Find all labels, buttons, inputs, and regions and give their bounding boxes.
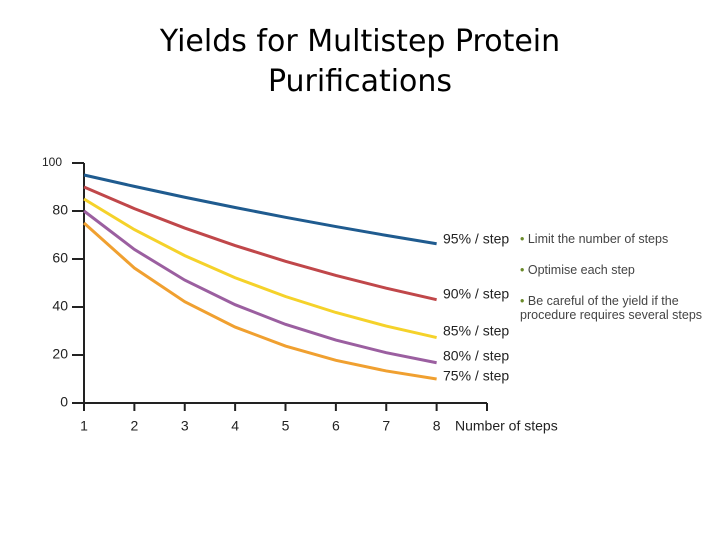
- bullet-list: Limit the number of steps Optimise each s…: [520, 232, 710, 339]
- bullet: Be careful of the yield if the procedure…: [520, 294, 710, 322]
- x-tick-label: 3: [181, 418, 189, 434]
- x-tick-label: 1: [80, 418, 88, 434]
- series-label: 80% / step: [443, 348, 509, 364]
- x-tick-label: 5: [282, 418, 290, 434]
- slide-title: Yields for Multistep Protein Purificatio…: [159, 24, 561, 99]
- x-axis-label: Number of steps: [455, 418, 558, 434]
- series-line: [83, 197, 437, 340]
- x-tick-label: 8: [433, 418, 441, 434]
- y-tick-label: 0: [60, 394, 68, 410]
- series-label: 85% / step: [443, 323, 509, 339]
- x-tick-label: 7: [382, 418, 390, 434]
- series-line: [83, 185, 437, 302]
- y-tick-label: 60: [52, 250, 68, 266]
- series-label: 90% / step: [443, 286, 509, 302]
- y-tick-label: 40: [52, 298, 68, 314]
- series-line: [83, 209, 437, 365]
- y-tick-label: 20: [52, 346, 68, 362]
- x-tick-label: 6: [332, 418, 340, 434]
- y-tick-label: 100: [42, 155, 62, 169]
- series-label: 75% / step: [443, 368, 509, 384]
- bullet: Limit the number of steps: [520, 232, 710, 246]
- x-tick-label: 4: [231, 418, 239, 434]
- series-line: [83, 173, 437, 246]
- x-tick-label: 2: [130, 418, 138, 434]
- bullet: Optimise each step: [520, 263, 710, 277]
- series-line: [83, 221, 437, 381]
- series-label: 95% / step: [443, 231, 509, 247]
- y-tick-label: 80: [52, 202, 68, 218]
